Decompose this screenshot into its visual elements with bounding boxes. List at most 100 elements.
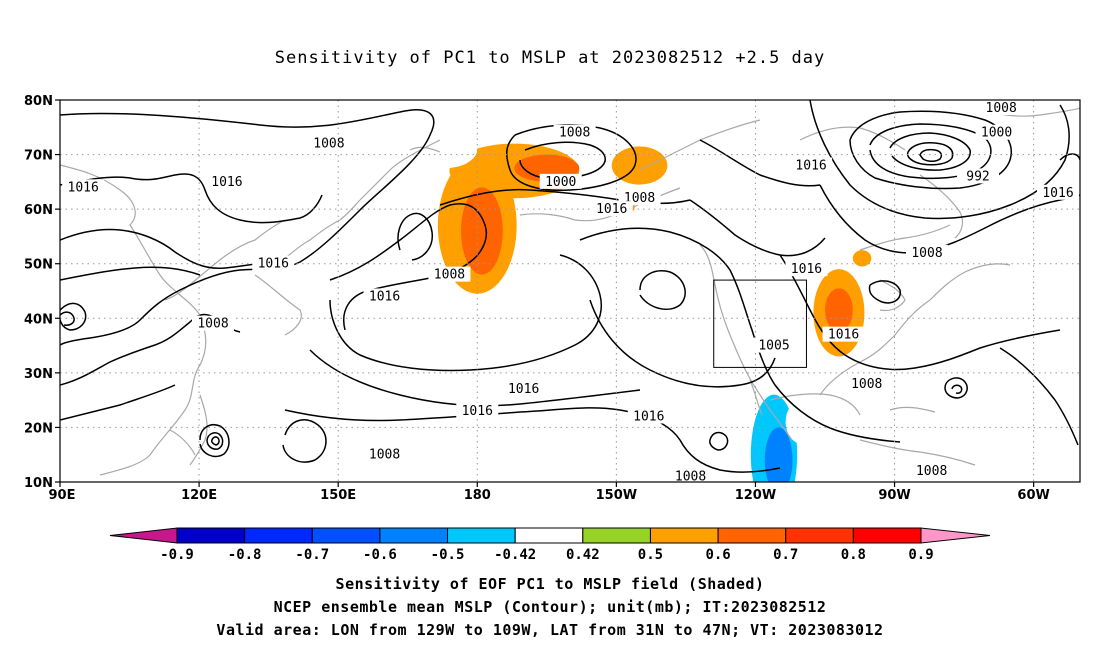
shaded-region (324, 435, 343, 463)
colorbar-label: 0.8 (841, 547, 866, 563)
contour-label: 1008 (986, 101, 1017, 116)
contour-label: 1016 (633, 410, 664, 425)
contour-label-bg (906, 244, 948, 260)
colorbar-swatch (176, 527, 246, 544)
colorbar-swatch (717, 527, 787, 544)
contour-label-bg (428, 266, 471, 282)
shaded-region (799, 430, 823, 458)
lon-tick-label: 150E (320, 488, 356, 503)
colorbar-label: 0.9 (908, 547, 933, 563)
lon-tick-label: 120E (181, 488, 217, 503)
contour-label: 1005 (758, 339, 789, 354)
contour-label: 1008 (434, 268, 465, 283)
colorbar-swatch (379, 527, 449, 544)
contour-label-bg (502, 381, 545, 397)
contour-label-bg (252, 255, 295, 271)
colorbar-label: -0.42 (494, 547, 536, 563)
contour-label: 1016 (369, 289, 400, 304)
lat-tick-label: 70N (24, 149, 53, 164)
colorbar-label: 0.5 (638, 547, 663, 563)
shaded-region (852, 250, 872, 267)
contour-label-bg (539, 173, 582, 189)
valid-area-box (713, 279, 807, 368)
contour-label-bg (205, 173, 248, 189)
sensitivity-shading (73, 130, 1080, 482)
shaded-region (461, 187, 503, 275)
colorbar-label: -0.6 (363, 547, 397, 563)
lon-tick-label: 90E (49, 488, 76, 503)
contour-label-bg (910, 463, 953, 479)
latitude-ticks: 80N 70N 60N 50N 40N 30N 20N 10N (24, 94, 60, 491)
lat-tick-label: 20N (24, 421, 53, 436)
caption-line-2: NCEP ensemble mean MSLP (Contour); unit(… (273, 598, 827, 616)
contour-label-bg (62, 179, 105, 195)
contour-label-bg (627, 408, 670, 424)
contour-label: 1016 (596, 202, 627, 217)
plot-frame (59, 99, 1081, 483)
contour-label: 1000 (545, 175, 576, 190)
colorbar-swatch (514, 527, 584, 544)
lat-tick-label: 40N (24, 312, 53, 327)
contour-label: 1016 (828, 328, 859, 343)
contour-label: 1008 (916, 464, 947, 479)
contour-label: 1016 (791, 262, 822, 277)
contour-label: 992 (966, 169, 989, 184)
contour-label-bg (307, 135, 350, 151)
shaded-region (825, 288, 853, 332)
shaded-region (1066, 460, 1080, 482)
contour-label: 1008 (675, 470, 706, 485)
contour-label: 1008 (313, 137, 344, 152)
colorbar-swatch (447, 527, 516, 544)
shaded-region (393, 236, 413, 259)
contour-label-bg (553, 124, 596, 140)
contour-label-bg (785, 261, 828, 277)
colorbar-label: 0.7 (773, 547, 798, 563)
contour-label-bg (192, 315, 234, 331)
contour-label-bg (363, 446, 406, 462)
contour-label-bg (753, 337, 795, 353)
colorbar-swatch (244, 527, 313, 544)
colorbar: -0.9 -0.8 -0.7 -0.6 -0.5 -0.42 0.42 0.5 0.6 0.7 0.… (109, 527, 991, 563)
lon-tick-label: 180 (464, 488, 491, 503)
colorbar-label: -0.7 (295, 547, 329, 563)
colorbar-label: -0.5 (431, 547, 465, 563)
caption-line-3: Valid area: LON from 129W to 109W, LAT f… (216, 621, 884, 639)
contour-labels: 1008 1016 1016 1016 1016 1008 1008 1008 1000 1008… (62, 100, 1079, 485)
pressure-contours (60, 100, 1080, 473)
colorbar-label: 0.42 (566, 547, 600, 563)
contour-label: 1000 (981, 126, 1012, 141)
longitude-ticks: 90E 120E 150E 180 150W 120W 90W 60W (49, 482, 1050, 503)
contour-label-bg (845, 375, 888, 391)
lon-tick-label: 60W (1017, 488, 1049, 503)
lat-tick-label: 50N (24, 258, 53, 273)
contour-label: 1016 (211, 175, 242, 190)
contour-label-bg (1037, 184, 1079, 200)
colorbar-swatch (852, 527, 922, 544)
colorbar-label: -0.8 (228, 547, 262, 563)
lat-tick-label: 60N (24, 203, 53, 218)
contour-label: 1016 (508, 382, 539, 397)
shaded-region (73, 340, 102, 373)
contour-label: 1016 (795, 158, 826, 173)
lat-tick-label: 30N (24, 367, 53, 382)
contour-label: 1016 (258, 257, 289, 272)
colorbar-low-end (109, 527, 178, 544)
contour-label-bg (975, 124, 1018, 140)
contour-label: 1008 (559, 126, 590, 141)
lat-tick-label: 10N (24, 476, 53, 491)
colorbar-swatch (582, 527, 651, 544)
contour-label: 1008 (369, 448, 400, 463)
shaded-region (764, 427, 793, 482)
colorbar-swatch (649, 527, 719, 544)
colorbar-label: 0.6 (705, 547, 730, 563)
contour-label-bg (980, 100, 1023, 115)
chart-title: Sensitivity of PC1 to MSLP at 2023082512… (274, 48, 826, 68)
contour-label: 1008 (197, 317, 228, 332)
contour-label: 1016 (462, 404, 493, 419)
contour-label-bg (456, 403, 499, 419)
lon-tick-label: 120W (735, 488, 776, 503)
lon-tick-label: 150W (596, 488, 637, 503)
contour-label-bg (790, 157, 833, 173)
colorbar-high-end (920, 527, 991, 544)
